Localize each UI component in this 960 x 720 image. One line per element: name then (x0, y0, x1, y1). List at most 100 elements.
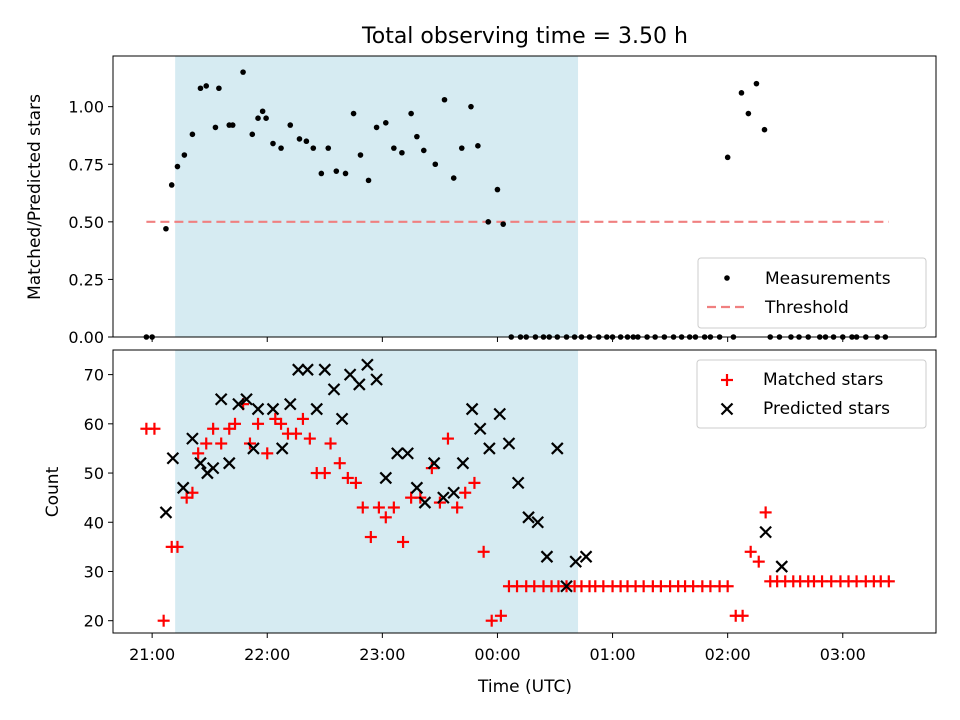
predicted-star-point (251, 402, 265, 416)
bottom-y-tick-label: 50 (84, 464, 104, 483)
top-y-tick-label: 0.25 (68, 270, 104, 289)
matched-star-point (468, 476, 481, 489)
measurement-point (458, 145, 465, 151)
legend-matched-label: Matched stars (763, 370, 883, 390)
measurement-point (450, 175, 457, 181)
matched-star-point (441, 432, 454, 445)
matched-star-point (148, 422, 161, 435)
matched-star-point (157, 614, 170, 627)
predicted-star-point (361, 358, 374, 372)
matched-star-point (494, 609, 507, 622)
top-y-tick-label: 0.50 (68, 213, 104, 232)
predicted-star-point (222, 456, 236, 470)
matched-star-point (379, 511, 392, 524)
measurement-point (494, 186, 501, 193)
legend-matched-marker (721, 374, 733, 386)
bottom-y-tick-label: 30 (84, 562, 104, 581)
predicted-star-point (247, 442, 260, 455)
measurement-point (365, 177, 372, 184)
matched-star-point (882, 575, 895, 588)
predicted-star-point (370, 373, 383, 386)
predicted-star-point (214, 392, 228, 406)
bottom-y-tick-label: 20 (84, 612, 104, 631)
predicted-star-point (335, 412, 349, 426)
bottom-x-tick-label: 00:00 (474, 645, 520, 664)
predicted-star-point (343, 368, 357, 381)
predicted-star-point (465, 402, 479, 416)
bottom-x-tick-label: 22:00 (244, 645, 290, 664)
matched-star-point (349, 476, 362, 489)
predicted-star-point (437, 491, 450, 504)
matched-star-point (252, 417, 265, 430)
measurement-point (181, 152, 188, 158)
matched-star-point (736, 609, 749, 622)
predicted-star-point (176, 481, 190, 495)
top-panel: 0.00 0.25 0.50 0.75 1.00 Matched/Predicted s… (25, 55, 937, 347)
top-y-axis-label: Matched/Predicted stars (25, 94, 45, 300)
bottom-legend: Matched stars Predicted stars (696, 359, 927, 429)
measurement-point (399, 149, 405, 156)
measurement-point (229, 122, 236, 128)
legend-measurements-marker (724, 275, 730, 281)
predicted-star-point (283, 397, 297, 411)
predicted-star-point (502, 437, 516, 450)
measurement-point (259, 108, 266, 115)
predicted-star-point (579, 550, 593, 563)
bottom-x-tick-label: 01:00 (590, 645, 636, 664)
matched-star-point (372, 501, 385, 514)
predicted-star-point (775, 560, 789, 573)
predicted-star-point (473, 422, 487, 436)
predicted-star-point (327, 383, 341, 396)
top-y-ticks: 0.00 0.25 0.50 0.75 1.00 (68, 98, 113, 347)
predicted-star-point (569, 555, 582, 568)
predicted-star-point (410, 481, 424, 495)
predicted-star-point (318, 363, 332, 376)
bottom-y-tick-label: 70 (84, 366, 104, 385)
measurement-point (738, 90, 745, 96)
top-axes-frame (112, 55, 937, 338)
measurement-point (373, 124, 380, 131)
bottom-panel: 20 30 40 50 60 70 21:00 22:00 23:00 00:00 01:00 02… (43, 349, 937, 697)
matched-star-point (261, 447, 274, 460)
matched-star-point (318, 467, 331, 480)
measurement-point (189, 131, 196, 138)
figure-title: Total observing time = 3.50 h (361, 24, 688, 49)
matched-star-point (200, 437, 213, 450)
predicted-star-point (493, 407, 507, 421)
predicted-star-point (194, 456, 207, 470)
measurement-point (296, 136, 303, 142)
measurement-point (382, 119, 389, 126)
measurement-point (278, 145, 284, 151)
predicted-star-point (759, 525, 772, 539)
measurement-point (287, 122, 294, 128)
measurement-point (163, 225, 169, 232)
measurement-point (420, 147, 427, 154)
predicted-star-point (456, 456, 470, 470)
predicted-star-point (186, 432, 199, 445)
matched-star-point (744, 545, 757, 558)
measurement-point (240, 69, 246, 75)
legend-threshold-label: Threshold (764, 298, 849, 318)
top-shaded-span (175, 56, 579, 337)
bottom-legend-box (696, 359, 927, 429)
measurement-point (263, 115, 269, 121)
bottom-y-tick-label: 40 (84, 513, 104, 532)
predicted-star-point (391, 447, 404, 460)
predicted-star-point (551, 442, 564, 455)
predicted-star-point (418, 496, 432, 509)
measurement-point (350, 110, 357, 117)
predicted-star-point (353, 378, 366, 391)
measurement-point (203, 83, 210, 89)
measurement-point (432, 161, 439, 168)
measurement-point (408, 110, 414, 117)
legend-predicted-marker (720, 402, 734, 416)
matched-star-point (397, 535, 410, 548)
predicted-star-point (310, 402, 324, 416)
measurement-point (212, 124, 219, 131)
measurement-point (745, 110, 752, 117)
measurement-point (197, 85, 204, 92)
measurement-point (357, 152, 364, 158)
matched-star-point (752, 555, 765, 568)
matched-star-point (333, 457, 346, 470)
predicted-star-point (379, 471, 393, 485)
